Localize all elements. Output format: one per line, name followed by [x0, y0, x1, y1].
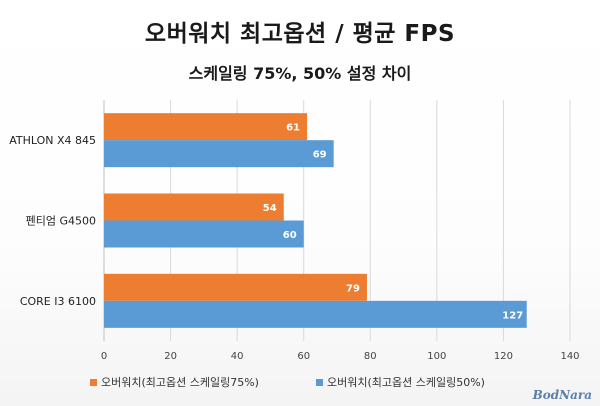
x-tick-labels: 0 20 40 60 80 100 120 140: [101, 351, 580, 362]
bar-scaling75: [104, 273, 367, 301]
legend-swatch: [90, 379, 97, 386]
data-label: 79: [346, 283, 360, 294]
x-tick-label: 80: [364, 351, 377, 362]
bar-scaling50: [104, 300, 527, 328]
x-tick-label: 140: [560, 351, 579, 362]
legend-swatch: [316, 379, 323, 386]
bar-scaling75: [104, 193, 284, 221]
bar-scaling50: [104, 220, 304, 248]
bar-scaling50: [104, 140, 334, 168]
x-tick-label: 0: [101, 351, 107, 362]
legend-label: 오버워치(최고옵션 스케일링50%): [327, 375, 485, 389]
x-tick-label: 100: [427, 351, 446, 362]
data-label: 127: [502, 310, 523, 321]
x-tick-label: 20: [164, 351, 177, 362]
data-label: 54: [263, 203, 277, 214]
legend-label: 오버워치(최고옵션 스케일링75%): [101, 375, 259, 389]
category-label: CORE I3 6100: [20, 295, 96, 308]
x-tick-label: 120: [494, 351, 513, 362]
x-tick-label: 60: [297, 351, 310, 362]
data-label: 69: [313, 150, 327, 161]
bar-scaling75: [104, 113, 308, 141]
watermark-logo: BodNara: [532, 388, 592, 402]
data-label: 61: [286, 123, 300, 134]
category-labels: ATHLON X4 845 펜티엄 G4500 CORE I3 6100: [9, 134, 96, 308]
category-label: 펜티엄 G4500: [26, 215, 96, 228]
chart-title: 오버워치 최고옵션 / 평균 FPS: [144, 21, 456, 47]
bars: 61 69 54 60 79 127: [104, 113, 527, 328]
category-label: ATHLON X4 845: [9, 134, 96, 147]
legend: 오버워치(최고옵션 스케일링75%) 오버워치(최고옵션 스케일링50%): [90, 375, 485, 389]
chart-subtitle: 스케일링 75%, 50% 설정 차이: [188, 64, 412, 83]
x-tick-label: 40: [231, 351, 244, 362]
data-label: 60: [283, 230, 297, 241]
